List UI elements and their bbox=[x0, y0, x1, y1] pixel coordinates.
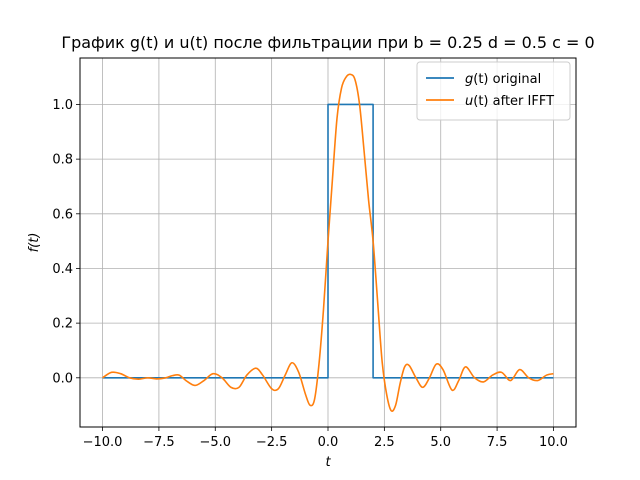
y-ticks: 0.0 0.2 0.4 0.6 0.8 1.0 bbox=[52, 98, 80, 386]
legend-label: g(t) original bbox=[465, 72, 541, 87]
x-tick-label: −10.0 bbox=[83, 435, 123, 450]
x-tick-label: 10.0 bbox=[539, 435, 568, 450]
x-tick-label: −7.5 bbox=[143, 435, 175, 450]
y-tick-label: 0.6 bbox=[52, 207, 73, 222]
x-tick-label: 2.5 bbox=[374, 435, 395, 450]
legend-label-text: (t) after IFFT bbox=[473, 94, 554, 109]
series-line-g-original bbox=[102, 103, 554, 379]
x-tick-label: 7.5 bbox=[487, 435, 508, 450]
chart-title: График g(t) и u(t) после фильтрации при … bbox=[61, 33, 594, 52]
plot-lines bbox=[102, 73, 554, 412]
y-tick-label: 1.0 bbox=[52, 98, 73, 113]
y-tick-label: 0.2 bbox=[52, 317, 73, 332]
y-tick-label: 0.4 bbox=[52, 262, 73, 277]
series-line-u-after-ifft bbox=[102, 73, 554, 412]
legend-label-text: (t) original bbox=[473, 72, 541, 87]
x-ticks: −10.0 −7.5 −5.0 −2.5 0.0 2.5 5.0 7.5 10.0 bbox=[83, 427, 568, 450]
legend-box bbox=[416, 61, 571, 121]
y-axis-label: f(t) bbox=[27, 233, 42, 253]
x-axis-label: t bbox=[325, 455, 331, 470]
legend-label-symbol: u bbox=[465, 94, 473, 109]
legend-label: u(t) after IFFT bbox=[465, 94, 554, 109]
x-tick-label: 5.0 bbox=[430, 435, 451, 450]
x-tick-label: −5.0 bbox=[199, 435, 231, 450]
x-tick-label: 0.0 bbox=[318, 435, 339, 450]
legend-label-symbol: g bbox=[465, 72, 473, 87]
x-tick-label: −2.5 bbox=[256, 435, 288, 450]
y-tick-label: 0.8 bbox=[52, 153, 73, 168]
y-tick-label: 0.0 bbox=[52, 371, 73, 386]
